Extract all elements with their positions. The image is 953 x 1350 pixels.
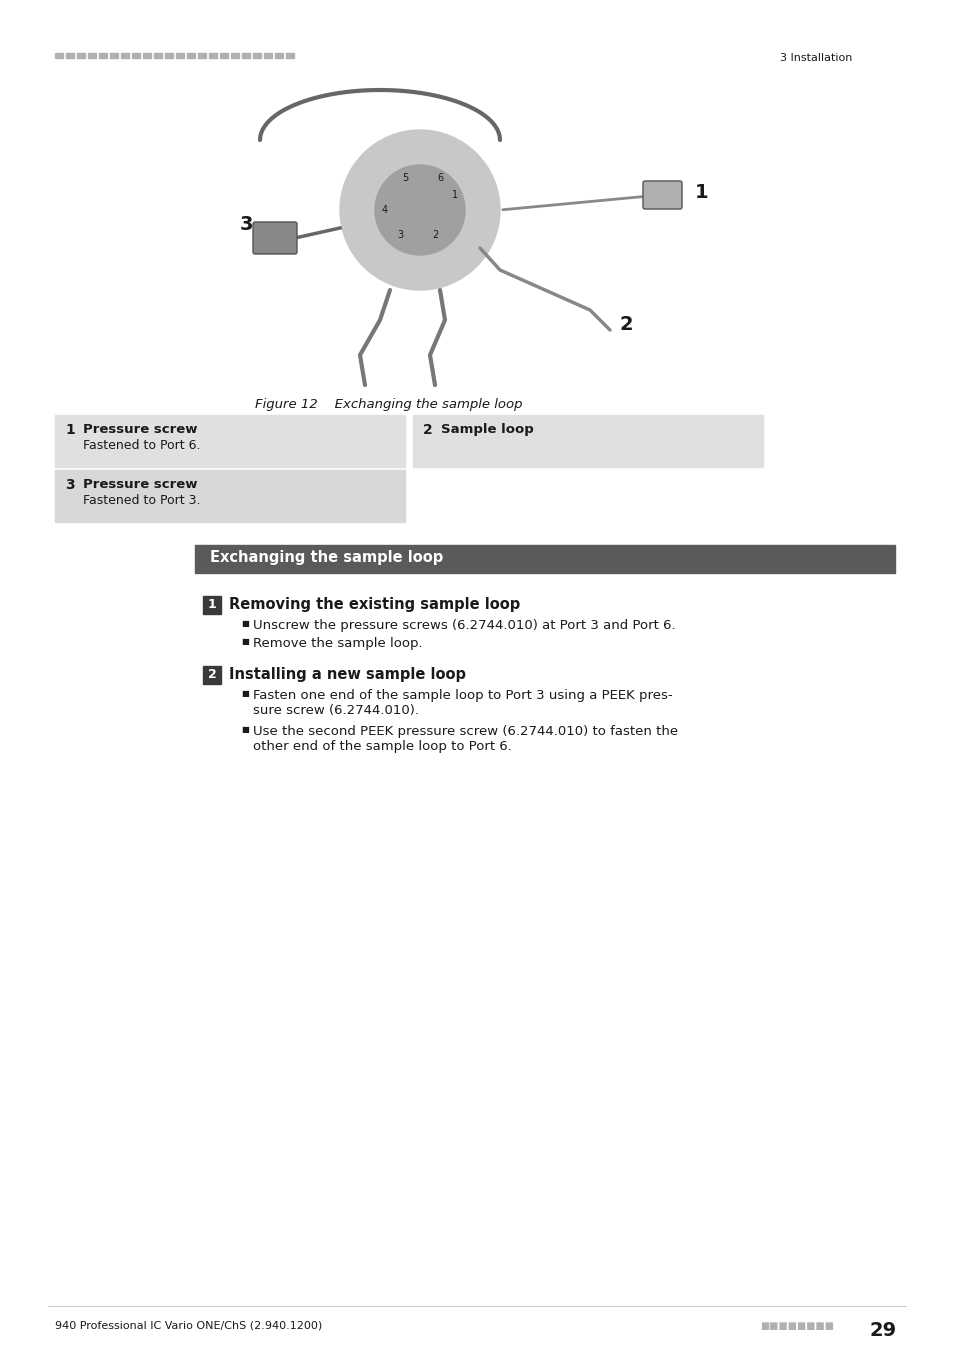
Text: ■: ■ xyxy=(241,688,249,698)
Text: 2: 2 xyxy=(432,230,437,240)
Bar xyxy=(99,53,107,58)
Text: Installing a new sample loop: Installing a new sample loop xyxy=(229,667,465,682)
Text: 5: 5 xyxy=(401,173,408,184)
Bar xyxy=(413,414,762,467)
Text: 2: 2 xyxy=(619,316,633,335)
Bar xyxy=(88,53,96,58)
Text: 1: 1 xyxy=(208,598,216,612)
Text: Fastened to Port 6.: Fastened to Port 6. xyxy=(83,439,200,452)
Text: 3: 3 xyxy=(240,216,253,235)
Bar xyxy=(77,53,85,58)
Bar xyxy=(203,666,221,684)
Bar xyxy=(143,53,151,58)
Text: 1: 1 xyxy=(65,423,74,437)
Circle shape xyxy=(375,165,464,255)
FancyBboxPatch shape xyxy=(642,181,681,209)
Bar xyxy=(132,53,140,58)
Text: Exchanging the sample loop: Exchanging the sample loop xyxy=(210,549,443,566)
Text: Figure 12    Exchanging the sample loop: Figure 12 Exchanging the sample loop xyxy=(254,398,522,410)
Bar xyxy=(253,53,261,58)
Bar xyxy=(55,470,405,522)
Bar xyxy=(203,595,221,614)
Bar xyxy=(110,53,118,58)
Text: 4: 4 xyxy=(381,205,388,215)
Bar xyxy=(198,53,206,58)
Bar xyxy=(187,53,194,58)
Text: 29: 29 xyxy=(869,1322,896,1341)
Text: Unscrew the pressure screws (6.2744.010) at Port 3 and Port 6.: Unscrew the pressure screws (6.2744.010)… xyxy=(253,620,675,632)
Text: Use the second PEEK pressure screw (6.2744.010) to fasten the
other end of the s: Use the second PEEK pressure screw (6.27… xyxy=(253,725,678,753)
Text: 1: 1 xyxy=(695,182,708,201)
Text: 940 Professional IC Vario ONE/ChS (2.940.1200): 940 Professional IC Vario ONE/ChS (2.940… xyxy=(55,1322,322,1331)
FancyBboxPatch shape xyxy=(253,221,296,254)
Bar xyxy=(286,53,294,58)
Text: Remove the sample loop.: Remove the sample loop. xyxy=(253,637,422,649)
Text: 3: 3 xyxy=(65,478,74,491)
Bar xyxy=(231,53,239,58)
Bar xyxy=(175,53,184,58)
Circle shape xyxy=(339,130,499,290)
Text: 6: 6 xyxy=(436,173,442,184)
Bar xyxy=(220,53,228,58)
Bar xyxy=(274,53,283,58)
Text: Sample loop: Sample loop xyxy=(440,423,533,436)
Bar xyxy=(66,53,74,58)
Text: Removing the existing sample loop: Removing the existing sample loop xyxy=(229,597,519,612)
Text: ■: ■ xyxy=(241,637,249,647)
Text: ■■■■■■■■: ■■■■■■■■ xyxy=(760,1322,833,1331)
Bar xyxy=(264,53,272,58)
Bar xyxy=(209,53,216,58)
Text: Pressure screw: Pressure screw xyxy=(83,423,197,436)
Text: Pressure screw: Pressure screw xyxy=(83,478,197,491)
Text: ■: ■ xyxy=(241,725,249,734)
Bar xyxy=(121,53,129,58)
Bar xyxy=(55,414,405,467)
Bar xyxy=(194,545,894,572)
Text: 2: 2 xyxy=(208,668,216,682)
Text: 3: 3 xyxy=(396,230,402,240)
Bar xyxy=(153,53,162,58)
Text: Fastened to Port 3.: Fastened to Port 3. xyxy=(83,494,200,508)
Bar xyxy=(55,53,63,58)
Bar xyxy=(242,53,250,58)
Text: 1: 1 xyxy=(452,190,457,200)
Text: 2: 2 xyxy=(422,423,433,437)
Bar xyxy=(165,53,172,58)
Text: 3 Installation: 3 Installation xyxy=(780,53,851,63)
Text: ■: ■ xyxy=(241,620,249,628)
Text: Fasten one end of the sample loop to Port 3 using a PEEK pres-
sure screw (6.274: Fasten one end of the sample loop to Por… xyxy=(253,688,672,717)
